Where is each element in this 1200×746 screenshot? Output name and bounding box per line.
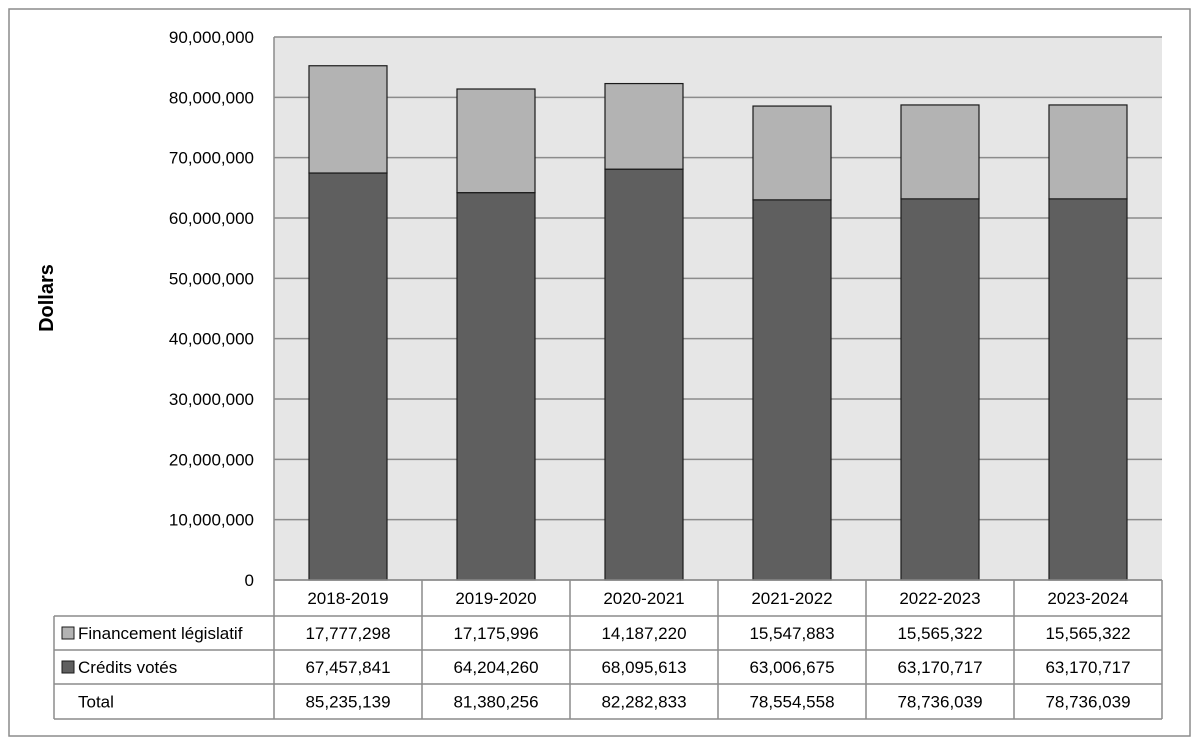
- legend-label-credits-votes: Crédits votés: [78, 658, 177, 677]
- table-cell-credits-votes: 63,170,717: [1045, 658, 1130, 677]
- bar-financement-legislatif: [308, 65, 388, 174]
- plot-area: [274, 37, 1162, 580]
- bar-financement-legislatif: [1048, 104, 1128, 200]
- table-cell-credits-votes: 63,006,675: [749, 658, 834, 677]
- table-cell-total: 78,554,558: [749, 693, 834, 712]
- table-cell-total: 85,235,139: [305, 693, 390, 712]
- y-tick-label: 20,000,000: [169, 450, 254, 469]
- bar-credits-votes: [456, 192, 536, 581]
- bar-credits-votes: [1048, 198, 1128, 581]
- y-tick-label: 40,000,000: [169, 330, 254, 349]
- y-tick-label: 80,000,000: [169, 88, 254, 107]
- data-table: 2018-2019 2019-2020 2020-2021 2021-2022 2022…: [53, 579, 1163, 720]
- table-cell-total: 78,736,039: [1045, 693, 1130, 712]
- bar-credits-votes: [308, 172, 388, 581]
- table-cell-total: 82,282,833: [601, 693, 686, 712]
- bar-financement-legislatif: [604, 82, 684, 170]
- bar-credits-votes: [604, 168, 684, 581]
- table-cell-credits-votes: 63,170,717: [897, 658, 982, 677]
- y-tick-label: 70,000,000: [169, 149, 254, 168]
- x-tick-label: 2023-2024: [1047, 589, 1128, 608]
- table-cell-financement-legislatif: 17,777,298: [305, 624, 390, 643]
- table-cell-credits-votes: 68,095,613: [601, 658, 686, 677]
- y-tick-label: 60,000,000: [169, 209, 254, 228]
- x-tick-label: 2018-2019: [307, 589, 388, 608]
- x-tick-label: 2021-2022: [751, 589, 832, 608]
- x-tick-label: 2020-2021: [603, 589, 684, 608]
- legend-label-total: Total: [78, 693, 114, 712]
- y-axis-ticks: 0 10,000,000 20,000,000 30,000,000 40,000,00…: [169, 28, 254, 590]
- table-cell-total: 78,736,039: [897, 693, 982, 712]
- bar-credits-votes: [752, 199, 832, 581]
- y-tick-label: 10,000,000: [169, 511, 254, 530]
- y-tick-label: 30,000,000: [169, 390, 254, 409]
- bar-financement-legislatif: [752, 105, 832, 201]
- legend-key-financement-legislatif: [61, 626, 75, 640]
- y-tick-label: 0: [245, 571, 254, 590]
- table-cell-credits-votes: 64,204,260: [453, 658, 538, 677]
- bars: [308, 65, 1128, 581]
- table-cell-financement-legislatif: 17,175,996: [453, 624, 538, 643]
- bar-financement-legislatif: [900, 104, 980, 200]
- y-tick-label: 50,000,000: [169, 269, 254, 288]
- table-cell-credits-votes: 67,457,841: [305, 658, 390, 677]
- table-cell-financement-legislatif: 15,547,883: [749, 624, 834, 643]
- table-cell-total: 81,380,256: [453, 693, 538, 712]
- y-axis-label: Dollars: [36, 264, 58, 332]
- bar-credits-votes: [900, 198, 980, 581]
- x-tick-label: 2019-2020: [455, 589, 536, 608]
- x-tick-label: 2022-2023: [899, 589, 980, 608]
- y-tick-label: 90,000,000: [169, 28, 254, 47]
- legend-key-credits-votes: [61, 660, 75, 674]
- bar-financement-legislatif: [456, 88, 536, 194]
- table-cell-financement-legislatif: 14,187,220: [601, 624, 686, 643]
- legend-label-financement-legislatif: Financement législatif: [78, 624, 243, 643]
- table-cell-financement-legislatif: 15,565,322: [1045, 624, 1130, 643]
- table-cell-financement-legislatif: 15,565,322: [897, 624, 982, 643]
